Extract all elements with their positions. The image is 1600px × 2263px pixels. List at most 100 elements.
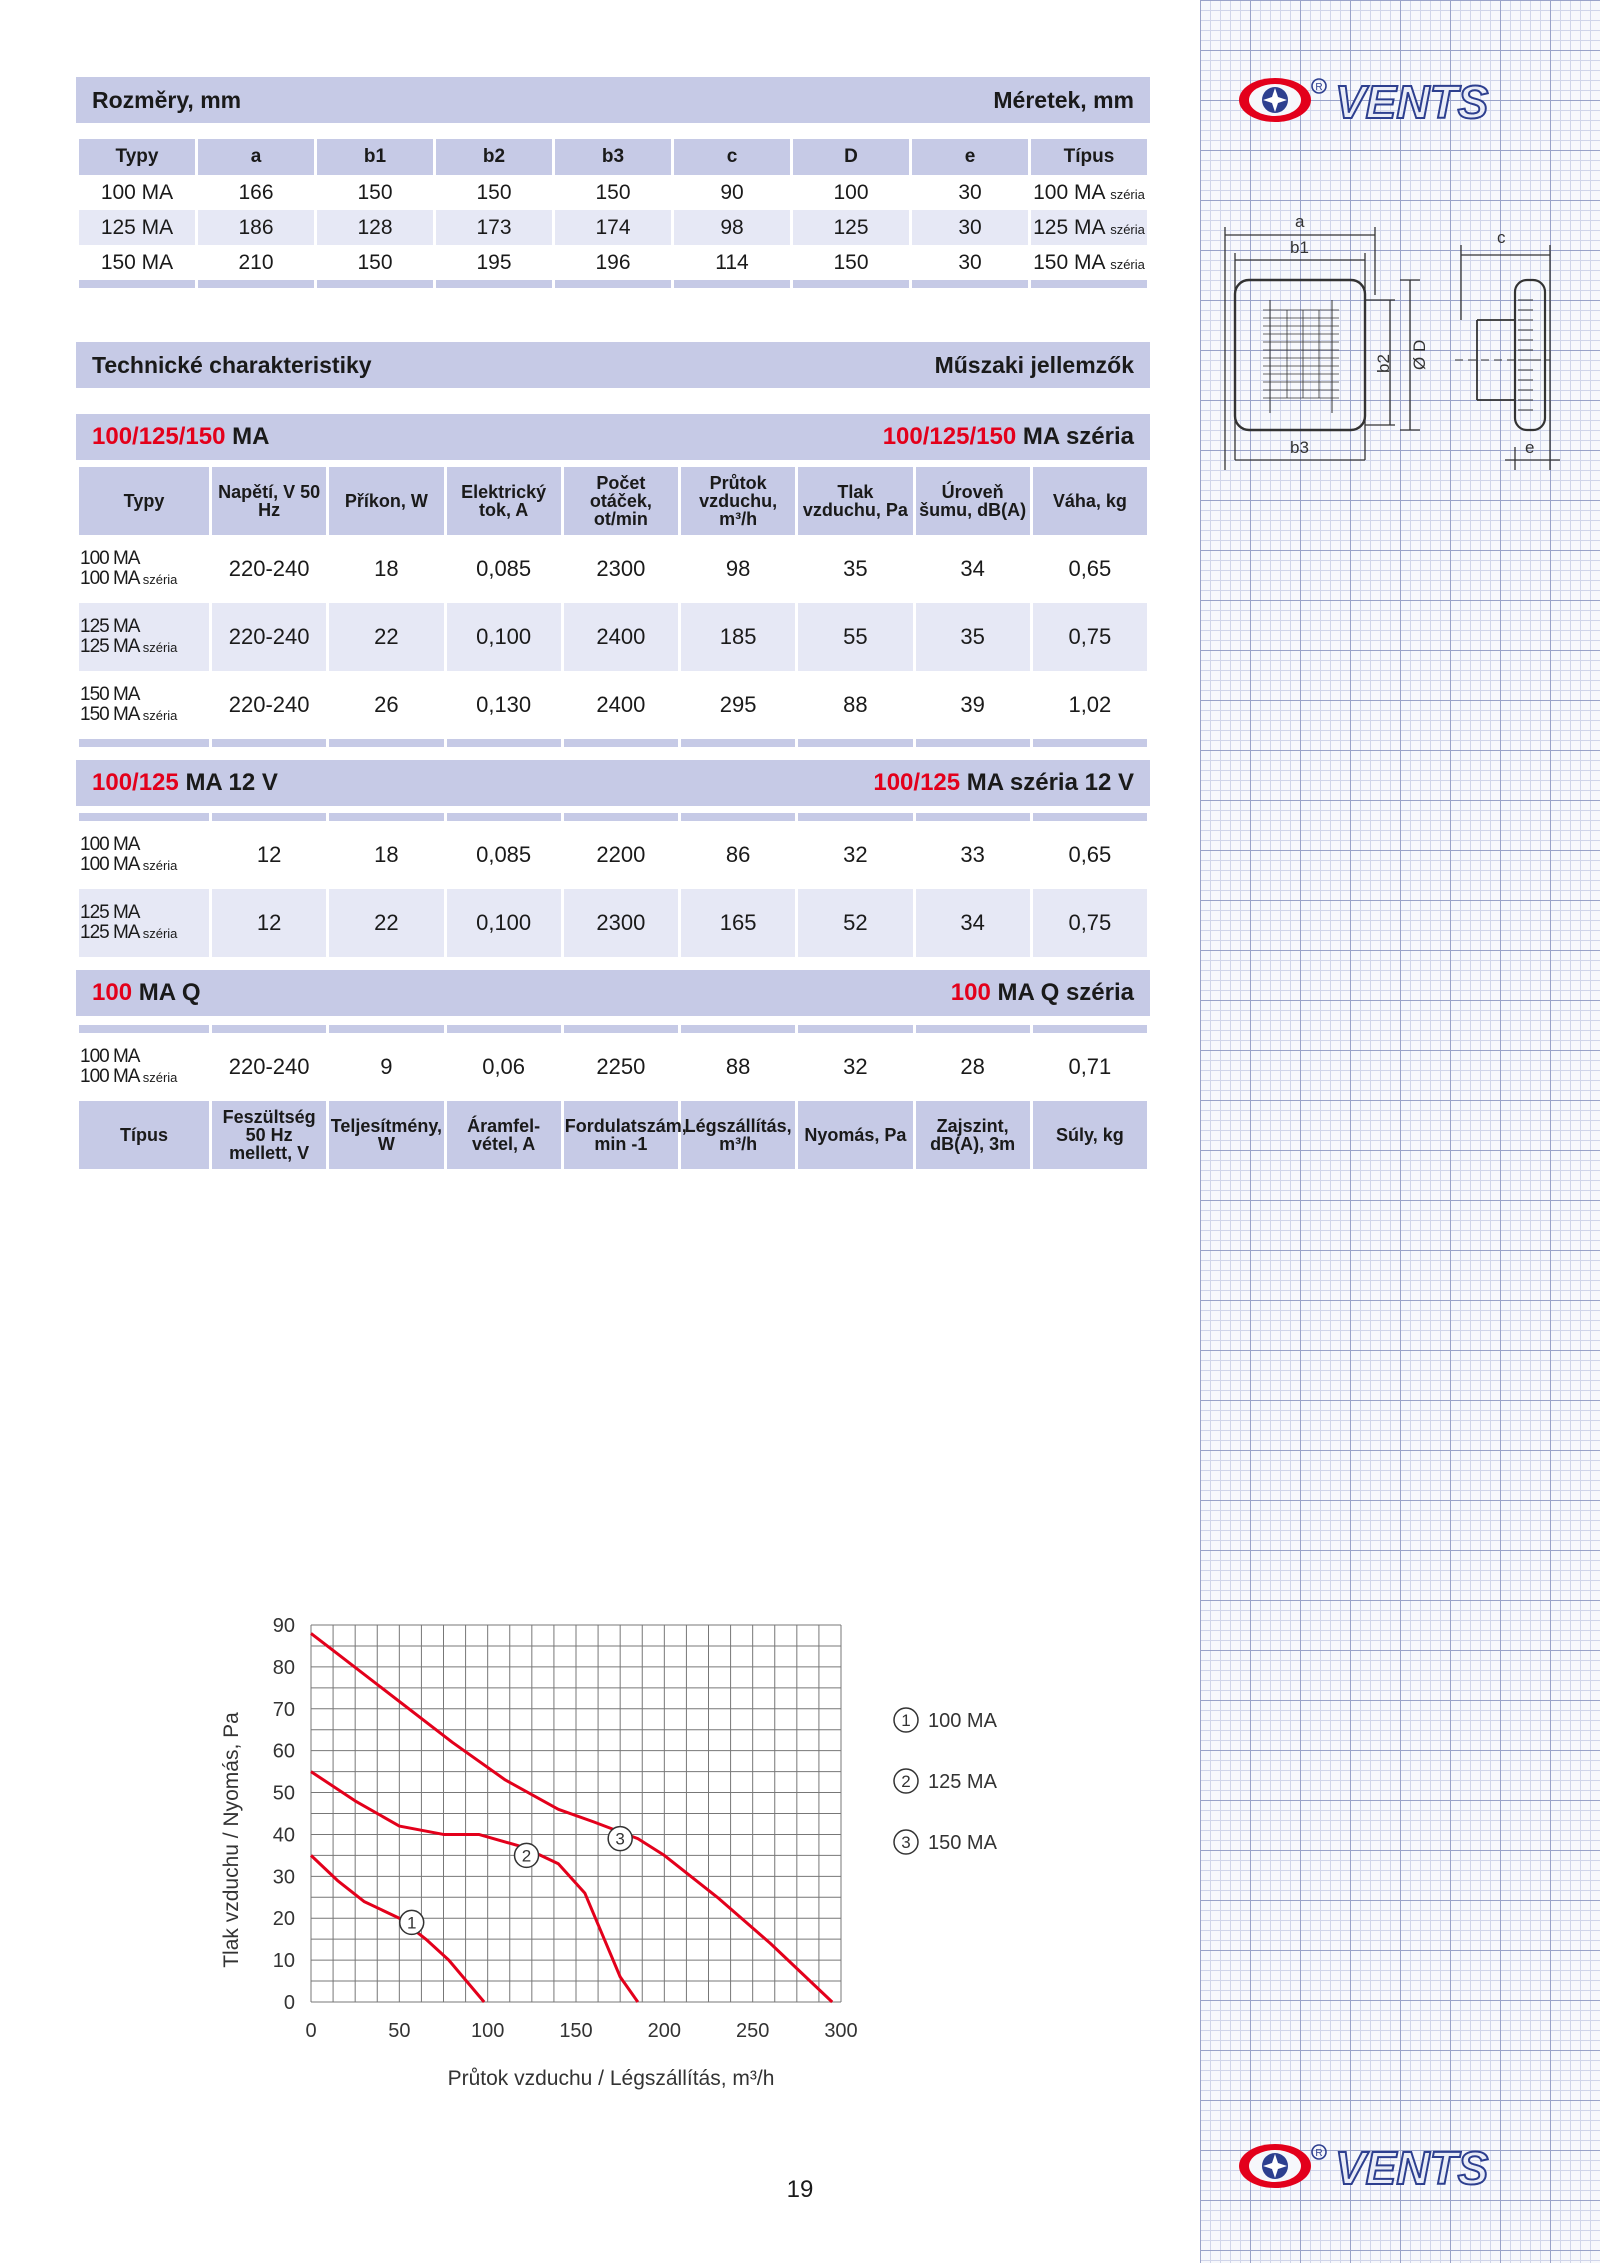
x-axis-ticks: 0 50 100 150 200 250 300: [305, 2020, 857, 2042]
cell: 125: [793, 210, 909, 245]
table-footer-strip: [79, 739, 1147, 747]
cell: 0,085: [476, 556, 532, 581]
legend-marker-label: 2: [901, 1772, 910, 1791]
spec-table-ma: Typy Napětí, V 50 Hz Příkon, W Elektrick…: [76, 467, 1150, 747]
col-header: Zajszint, dB(A), 3m: [915, 1101, 1030, 1169]
cell: 30: [958, 180, 982, 204]
cell: 150: [833, 250, 869, 274]
cell: 2300: [596, 556, 646, 581]
section-model-red: 100: [92, 979, 133, 1006]
cell: 0,71: [1068, 1054, 1112, 1079]
type-name: 150 MA: [80, 703, 139, 725]
cell: 2300: [563, 889, 678, 957]
cell: 39: [960, 692, 985, 717]
section-model-text: MA Q széria: [997, 979, 1135, 1006]
cell: 0,130: [476, 692, 532, 717]
cell: 28: [960, 1054, 985, 1079]
cell-type: 125 MA 125 MA széria: [79, 603, 209, 671]
x-tick-label: 50: [388, 2020, 410, 2042]
dimensions-header: Rozměry, mm Méretek, mm: [76, 77, 1150, 123]
cell: 52: [798, 889, 913, 957]
type-suffix: széria: [142, 857, 178, 873]
cell: 35: [843, 556, 868, 581]
dim-label-b2: b2: [1374, 354, 1393, 373]
cell: 2200: [596, 842, 646, 867]
col-header: Příkon, W: [329, 467, 444, 535]
table-row: 150 MA 150 MA széria 220-240 26 0,130 240…: [79, 671, 1147, 739]
x-axis-label: Průtok vzduchu / Légszállítás, m³/h: [448, 2067, 775, 2090]
pressure-flow-chart: 0 10 20 30 40 50 60 70 80 90 0 50 100 150 200 250 300 1…: [220, 1615, 998, 2090]
cell: 150: [476, 180, 512, 204]
cell-suffix: széria: [1110, 221, 1145, 237]
cell: 12: [212, 889, 327, 957]
cell: 2400: [563, 603, 678, 671]
cell: 128: [317, 210, 433, 245]
dim-label-b1: b1: [1290, 238, 1309, 257]
series-marker-3: [607, 1825, 633, 1852]
series-marker-1: [398, 1909, 425, 1936]
col-header: Typy: [79, 139, 195, 175]
cell: 18: [374, 556, 399, 581]
section-model-red: 100/125/150: [92, 423, 226, 450]
spec-table-ma-12v: 100 MA 100 MA széria 12 18 0,085 2200 86 …: [76, 813, 1150, 957]
chart-grid: [310, 1624, 842, 2003]
cell: 195: [476, 250, 512, 274]
cell: 150: [357, 250, 393, 274]
cell-suffix: széria: [1110, 256, 1145, 272]
legend-marker: [893, 1707, 919, 1733]
svg-text:R: R: [1315, 2148, 1322, 2159]
cell: 114: [715, 250, 749, 274]
legend-marker: [893, 1768, 919, 1794]
cell: 1,02: [1068, 692, 1112, 717]
cell-type: 100 MA 100 MA széria: [79, 1033, 209, 1101]
type-name: 100 MA: [80, 853, 139, 875]
cell: 186: [198, 210, 314, 245]
section-model-text: MA Q: [138, 979, 201, 1006]
cell: 220-240: [228, 692, 310, 717]
cell: 86: [725, 842, 751, 867]
cell: 174: [555, 210, 671, 245]
type-suffix: széria: [142, 925, 178, 941]
cell: 98: [674, 210, 790, 245]
col-header: Súly, kg: [1032, 1101, 1147, 1169]
col-header: Típus: [79, 1101, 209, 1169]
col-header: Napětí, V 50 Hz: [212, 467, 327, 535]
cell: 0,75: [1032, 889, 1147, 957]
cell: 166: [238, 180, 274, 204]
technical-title-hu: Műszaki jellemzők: [934, 351, 1134, 378]
cell: 220-240: [228, 556, 310, 581]
col-header: c: [674, 139, 790, 175]
col-header: a: [198, 139, 314, 175]
legend-entry: 100 MA: [928, 1710, 998, 1732]
type-suffix: széria: [142, 571, 178, 587]
legend-marker-label: 3: [901, 1833, 910, 1852]
type-suffix: széria: [142, 639, 178, 655]
x-tick-label: 0: [305, 2020, 316, 2042]
col-header: Típus: [1031, 139, 1147, 175]
cell-text: 150 MA: [1033, 250, 1105, 274]
cell: 32: [843, 1054, 868, 1079]
y-tick-label: 60: [273, 1741, 295, 1763]
cell: 34: [960, 556, 985, 581]
x-tick-label: 100: [471, 2020, 504, 2042]
svg-text:R: R: [1315, 82, 1322, 93]
cell: 220-240: [228, 1054, 310, 1079]
section-model-text: MA 12 V: [185, 769, 278, 796]
cell: 0,100: [446, 889, 561, 957]
table-row: 100 MA 100 MA széria 220-240 9 0,06 2250 …: [79, 1033, 1147, 1101]
cell: 165: [681, 889, 796, 957]
type-name: 100 MA: [80, 567, 139, 589]
type-suffix: széria: [142, 707, 178, 723]
table-header-row: Typy Napětí, V 50 Hz Příkon, W Elektrick…: [79, 467, 1147, 535]
x-tick-label: 150: [559, 2020, 592, 2042]
section-header-ma-q: 100 MA Q 100 MA Q széria: [76, 970, 1150, 1016]
type-name: 125 MA: [80, 921, 139, 943]
cell-type: 100 MA 100 MA széria: [79, 821, 209, 889]
cell: 150: [357, 180, 393, 204]
chart-legend: 1 100 MA 2 125 MA 3 150 MA: [893, 1707, 998, 1855]
section-model-red: 100/125: [873, 769, 961, 796]
vents-logo-top: R VENTS: [1239, 75, 1490, 129]
dimensions-table: Typy a b1 b2 b3 c D e Típus 100 MA 166 1…: [76, 139, 1150, 288]
type-name: 100 MA: [80, 1045, 140, 1067]
section-header-ma-12v: 100/125 MA 12 V 100/125 MA széria 12 V: [76, 760, 1150, 806]
